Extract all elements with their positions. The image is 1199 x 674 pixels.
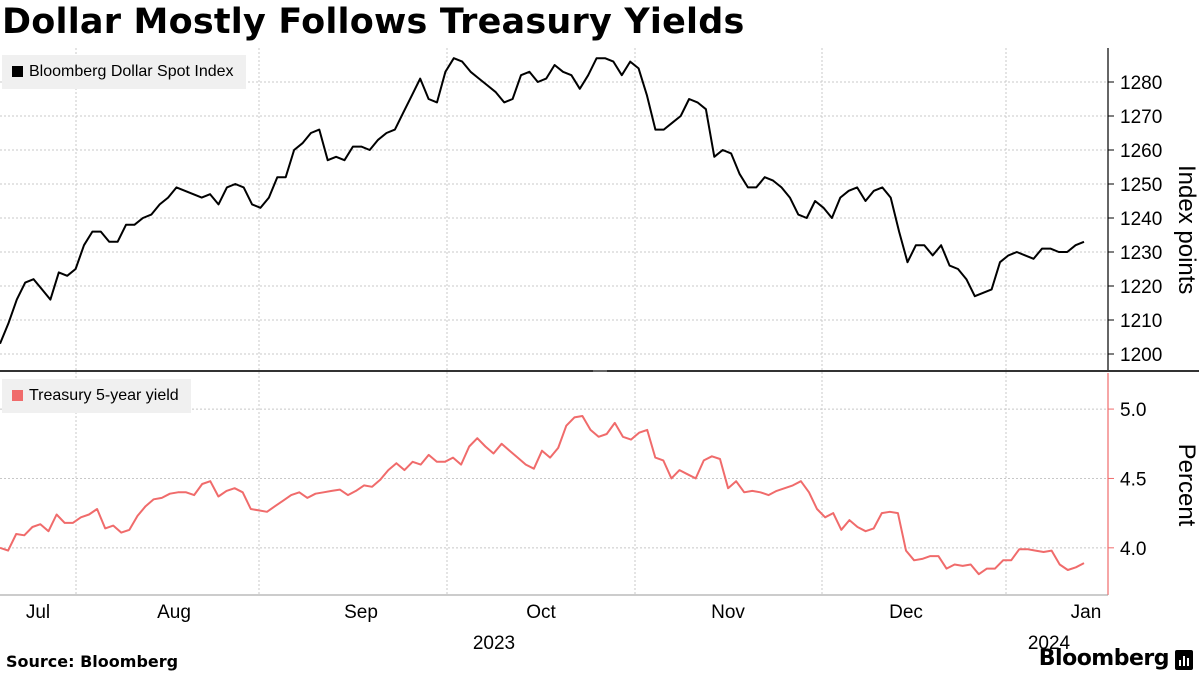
chart-title: Dollar Mostly Follows Treasury Yields bbox=[2, 2, 745, 42]
series-layer bbox=[0, 57, 1085, 576]
legend-dollar-label: Bloomberg Dollar Spot Index bbox=[29, 63, 234, 80]
brand-logo: Bloomberg bbox=[1038, 646, 1170, 671]
y-tick-label: 1220 bbox=[1120, 277, 1162, 298]
x-tick-label: Sep bbox=[344, 602, 378, 623]
series-line-yield bbox=[0, 415, 1085, 576]
x-year-label: 2024 bbox=[1028, 633, 1071, 654]
y-tick-label: 1210 bbox=[1120, 311, 1162, 332]
y-tick-label: 4.0 bbox=[1120, 539, 1146, 560]
grid-layer bbox=[0, 48, 1108, 595]
y-axis-title-index: Index points bbox=[1173, 165, 1199, 295]
x-year-label: 2023 bbox=[473, 633, 515, 654]
y-tick-label: 1230 bbox=[1120, 243, 1162, 264]
source-note: Source: Bloomberg bbox=[6, 652, 179, 671]
bloomberg-terminal-icon bbox=[1175, 650, 1193, 670]
x-tick-label: Dec bbox=[889, 602, 923, 623]
x-tick-label: Oct bbox=[526, 602, 556, 623]
x-tick-label: Jul bbox=[26, 602, 50, 623]
legend-dollar: Bloomberg Dollar Spot Index bbox=[2, 55, 246, 89]
y-axis-title-percent: Percent bbox=[1173, 443, 1199, 527]
series-line-dollar bbox=[0, 57, 1085, 345]
axis-layer bbox=[0, 48, 1199, 596]
x-tick-label: Jan bbox=[1071, 602, 1102, 623]
label-layer: 1200 1210 1220 1230 1240 1250 1260 1270 1280 4.0 4… bbox=[26, 73, 1162, 654]
y-tick-label: 4.5 bbox=[1120, 469, 1146, 490]
y-tick-label: 1280 bbox=[1120, 73, 1162, 94]
x-tick-label: Nov bbox=[711, 602, 745, 623]
y-tick-label: 1240 bbox=[1120, 209, 1162, 230]
y-tick-label: 1200 bbox=[1120, 345, 1162, 366]
legend-yield: Treasury 5-year yield bbox=[2, 379, 191, 413]
legend-yield-label: Treasury 5-year yield bbox=[29, 387, 179, 404]
x-tick-label: Aug bbox=[157, 602, 191, 623]
legend-dollar-swatch bbox=[12, 66, 23, 77]
y-tick-label: 1250 bbox=[1120, 175, 1162, 196]
legend-yield-swatch bbox=[12, 390, 23, 401]
y-tick-label: 1270 bbox=[1120, 107, 1162, 128]
y-tick-label: 1260 bbox=[1120, 141, 1162, 162]
y-tick-label: 5.0 bbox=[1120, 400, 1146, 421]
